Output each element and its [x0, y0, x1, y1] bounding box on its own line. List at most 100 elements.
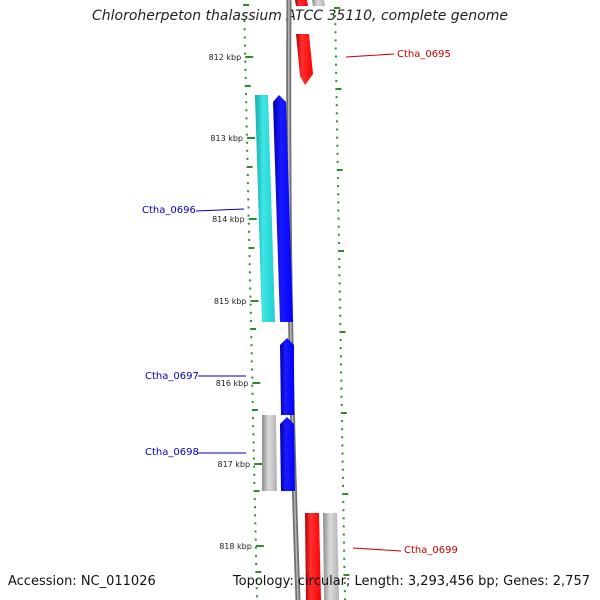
kbp-tick-label: 818 kbp: [219, 542, 252, 551]
minor-tick: [246, 141, 249, 144]
label-ctha-0698[interactable]: Ctha_0698: [145, 447, 199, 458]
minor-tick: [336, 177, 339, 180]
minor-tick: [339, 339, 342, 342]
gene-ctha-0695-arrow[interactable]: [296, 34, 313, 85]
gene-segment-top-red[interactable]: [295, 0, 308, 6]
minor-tick: [343, 549, 346, 552]
minor-tick: [255, 571, 262, 573]
minor-tick: [246, 182, 249, 185]
minor-tick: [246, 157, 249, 160]
minor-tick: [336, 152, 339, 155]
minor-tick: [243, 4, 250, 6]
minor-tick: [249, 303, 252, 306]
minor-tick: [245, 133, 248, 136]
minor-tick: [334, 7, 341, 9]
minor-tick: [251, 392, 254, 395]
minor-tick: [255, 587, 258, 590]
gene-ctha-0697-arrow[interactable]: [280, 338, 294, 415]
gene-ctha-0695[interactable]: Ctha_0695: [295, 0, 451, 85]
label-ctha-0695[interactable]: Ctha_0695: [397, 49, 451, 60]
label-ctha-0699[interactable]: Ctha_0699: [404, 545, 458, 556]
minor-tick: [252, 449, 255, 452]
minor-tick: [336, 120, 338, 123]
minor-tick: [343, 574, 350, 576]
minor-tick: [342, 493, 349, 495]
minor-tick: [248, 247, 255, 249]
minor-tick: [334, 15, 337, 18]
minor-tick: [251, 376, 254, 379]
minor-tick: [335, 96, 338, 99]
kbp-tick-label: 814 kbp: [212, 215, 245, 224]
minor-tick: [244, 85, 251, 87]
minor-tick: [340, 412, 347, 414]
minor-tick: [243, 28, 246, 31]
minor-tick: [335, 63, 337, 66]
minor-tick: [254, 522, 257, 525]
minor-tick: [254, 538, 257, 541]
minor-tick: [244, 60, 247, 63]
minor-tick: [336, 128, 339, 131]
minor-tick: [250, 328, 257, 330]
minor-tick: [338, 258, 341, 261]
minor-tick: [337, 217, 340, 220]
minor-tick: [249, 279, 252, 282]
minor-tick: [245, 125, 248, 128]
minor-tick: [341, 428, 344, 431]
minor-tick: [243, 36, 246, 39]
gene-cyan-arrow[interactable]: [255, 95, 275, 322]
gene-gray-arrow-bottom[interactable]: [323, 513, 339, 600]
minor-tick: [341, 476, 344, 479]
minor-tick: [244, 68, 247, 71]
label-ctha-0696[interactable]: Ctha_0696: [142, 205, 196, 216]
minor-tick: [341, 420, 343, 423]
minor-tick: [247, 214, 250, 217]
minor-tick: [334, 47, 337, 50]
major-tick: [255, 545, 264, 547]
minor-tick: [339, 331, 346, 333]
minor-tick: [338, 241, 340, 244]
minor-tick: [334, 39, 337, 42]
gene-ctha-0699-arrow[interactable]: [305, 513, 321, 600]
minor-tick: [249, 295, 252, 298]
minor-tick: [246, 174, 249, 177]
minor-tick: [246, 149, 249, 152]
minor-tick: [335, 88, 342, 90]
label-line-ctha-0696: [195, 208, 245, 212]
minor-tick: [247, 222, 250, 225]
minor-tick: [249, 311, 252, 314]
gene-gray-arrow[interactable]: [262, 415, 277, 491]
minor-tick: [245, 109, 248, 112]
minor-tick: [245, 93, 247, 96]
major-tick: [245, 56, 254, 58]
minor-tick: [340, 379, 343, 382]
minor-tick: [343, 590, 346, 593]
minor-tick: [339, 314, 342, 317]
minor-tick: [252, 433, 255, 436]
minor-tick: [340, 371, 343, 374]
gene-ctha-0698-arrow[interactable]: [280, 417, 295, 491]
minor-tick: [335, 112, 338, 115]
minor-tick: [245, 101, 248, 104]
minor-tick: [252, 417, 254, 420]
kbp-ruler: 812 kbp 813 kbp 814 kbp 815 kbp 816 kbp 817 k…: [209, 53, 264, 551]
gene-segment-top-gray[interactable]: [312, 0, 325, 6]
gene-ctha-0696-arrow[interactable]: [273, 95, 293, 322]
minor-tick: [341, 444, 344, 447]
gene-ctha-0698[interactable]: Ctha_0698: [145, 415, 295, 491]
minor-tick: [255, 579, 258, 582]
gene-ctha-0696[interactable]: Ctha_0696: [142, 95, 293, 322]
minor-tick: [338, 274, 341, 277]
major-tick: [250, 300, 259, 302]
minor-ticks-left: [243, 4, 262, 598]
label-line-ctha-0695: [345, 53, 395, 58]
gene-ctha-0699[interactable]: Ctha_0699: [305, 513, 458, 600]
minor-tick: [340, 363, 342, 366]
minor-tick: [251, 368, 253, 371]
gene-ctha-0697[interactable]: Ctha_0697: [145, 338, 294, 415]
label-ctha-0697[interactable]: Ctha_0697: [145, 371, 199, 382]
minor-tick: [336, 169, 343, 171]
minor-tick: [247, 198, 250, 201]
major-tick: [254, 463, 263, 465]
minor-tick: [253, 465, 256, 468]
